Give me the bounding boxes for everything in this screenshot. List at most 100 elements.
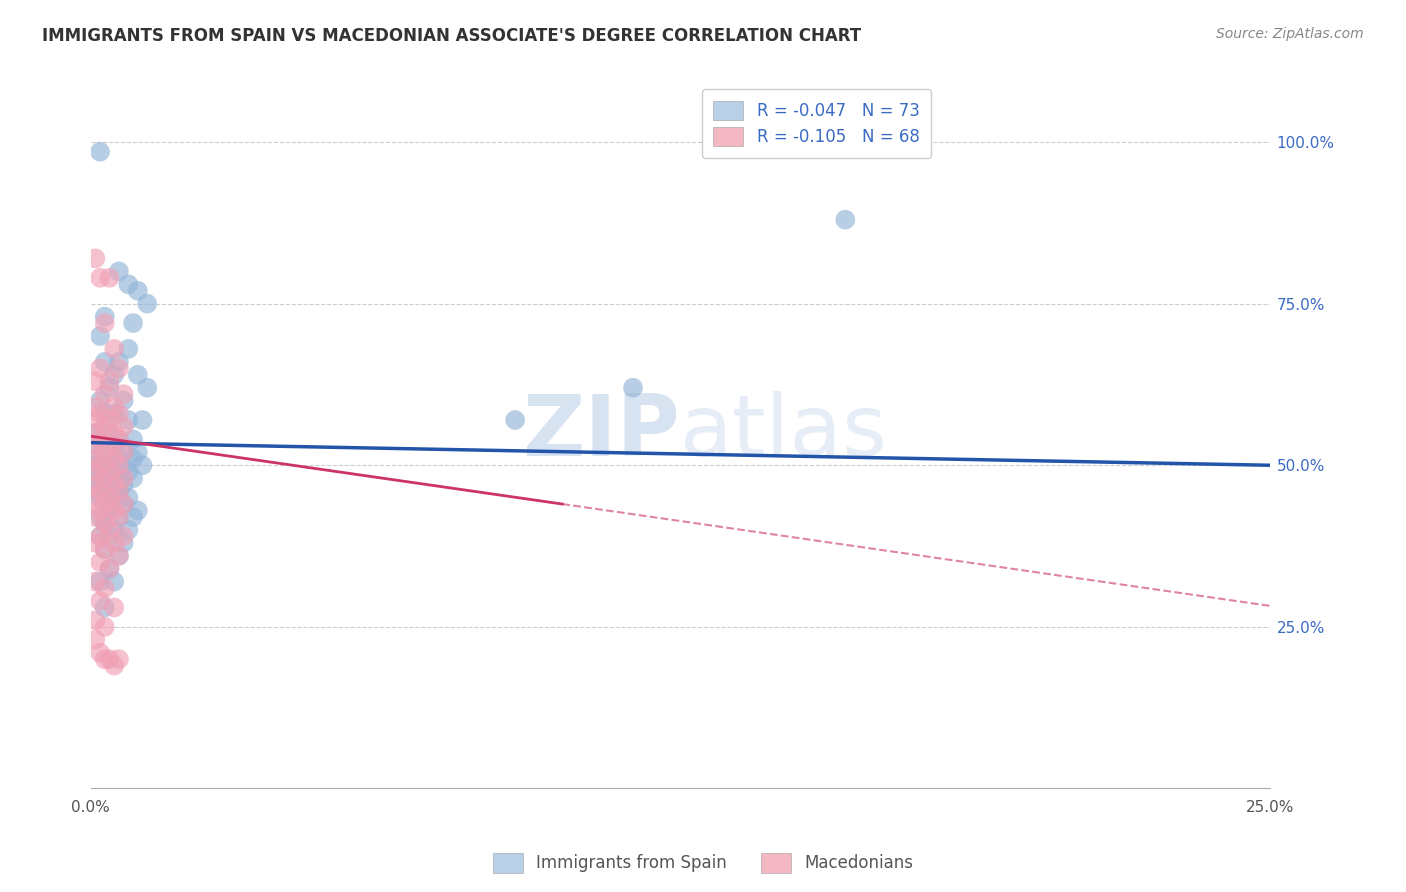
Point — [108, 458, 131, 473]
Point — [84, 400, 107, 414]
Point — [108, 549, 131, 563]
Point — [112, 387, 135, 401]
Point — [98, 523, 121, 537]
Point — [89, 503, 111, 517]
Point — [84, 413, 107, 427]
Point — [98, 529, 121, 543]
Point — [117, 277, 139, 292]
Point — [127, 284, 149, 298]
Point — [84, 477, 107, 491]
Point — [503, 413, 526, 427]
Point — [108, 407, 131, 421]
Point — [84, 458, 107, 473]
Point — [84, 374, 107, 388]
Point — [89, 529, 111, 543]
Point — [89, 477, 111, 491]
Point — [103, 342, 125, 356]
Point — [103, 503, 125, 517]
Point — [94, 600, 117, 615]
Point — [84, 510, 107, 524]
Point — [98, 458, 121, 473]
Point — [108, 484, 131, 499]
Point — [112, 445, 135, 459]
Point — [112, 536, 135, 550]
Point — [127, 503, 149, 517]
Point — [108, 355, 131, 369]
Point — [98, 465, 121, 479]
Point — [84, 632, 107, 647]
Point — [94, 581, 117, 595]
Point — [84, 491, 107, 505]
Point — [94, 407, 117, 421]
Point — [112, 477, 135, 491]
Point — [89, 510, 111, 524]
Point — [84, 425, 107, 440]
Point — [84, 465, 107, 479]
Point — [103, 425, 125, 440]
Point — [108, 510, 131, 524]
Point — [94, 471, 117, 485]
Point — [108, 433, 131, 447]
Point — [98, 652, 121, 666]
Point — [89, 529, 111, 543]
Point — [98, 413, 121, 427]
Point — [112, 471, 135, 485]
Point — [621, 381, 644, 395]
Point — [103, 477, 125, 491]
Point — [89, 574, 111, 589]
Point — [84, 425, 107, 440]
Point — [117, 491, 139, 505]
Point — [127, 368, 149, 382]
Point — [112, 445, 135, 459]
Point — [94, 451, 117, 466]
Text: atlas: atlas — [681, 392, 889, 475]
Point — [89, 465, 111, 479]
Point — [103, 439, 125, 453]
Point — [112, 458, 135, 473]
Point — [103, 491, 125, 505]
Point — [89, 458, 111, 473]
Point — [89, 361, 111, 376]
Point — [84, 536, 107, 550]
Point — [103, 574, 125, 589]
Point — [108, 510, 131, 524]
Point — [136, 381, 159, 395]
Point — [103, 407, 125, 421]
Point — [103, 368, 125, 382]
Point — [108, 471, 131, 485]
Point — [122, 316, 145, 330]
Text: IMMIGRANTS FROM SPAIN VS MACEDONIAN ASSOCIATE'S DEGREE CORRELATION CHART: IMMIGRANTS FROM SPAIN VS MACEDONIAN ASSO… — [42, 27, 862, 45]
Point — [84, 614, 107, 628]
Point — [89, 329, 111, 343]
Point — [108, 484, 131, 499]
Point — [89, 555, 111, 569]
Point — [112, 419, 135, 434]
Point — [98, 374, 121, 388]
Point — [122, 451, 145, 466]
Point — [103, 658, 125, 673]
Point — [94, 497, 117, 511]
Point — [131, 458, 153, 473]
Point — [136, 296, 159, 310]
Point — [94, 419, 117, 434]
Point — [98, 270, 121, 285]
Point — [98, 503, 121, 517]
Point — [122, 471, 145, 485]
Point — [94, 355, 117, 369]
Point — [89, 433, 111, 447]
Point — [103, 536, 125, 550]
Point — [98, 477, 121, 491]
Point — [117, 523, 139, 537]
Point — [108, 451, 131, 466]
Point — [84, 574, 107, 589]
Point — [108, 652, 131, 666]
Point — [117, 465, 139, 479]
Point — [94, 516, 117, 531]
Point — [84, 451, 107, 466]
Point — [94, 484, 117, 499]
Point — [89, 270, 111, 285]
Text: Source: ZipAtlas.com: Source: ZipAtlas.com — [1216, 27, 1364, 41]
Point — [103, 451, 125, 466]
Point — [98, 562, 121, 576]
Point — [94, 497, 117, 511]
